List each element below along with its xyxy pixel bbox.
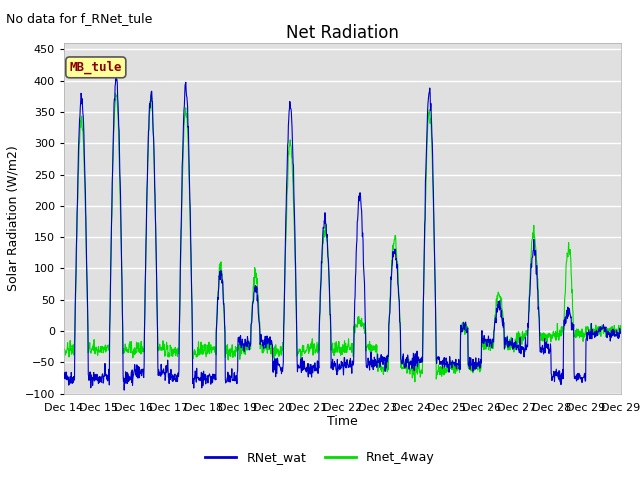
Text: No data for f_RNet_tule: No data for f_RNet_tule [6,12,153,25]
Title: Net Radiation: Net Radiation [286,24,399,42]
X-axis label: Time: Time [327,415,358,429]
Y-axis label: Solar Radiation (W/m2): Solar Radiation (W/m2) [6,145,19,291]
Text: MB_tule: MB_tule [70,61,122,74]
Legend: RNet_wat, Rnet_4way: RNet_wat, Rnet_4way [200,446,440,469]
